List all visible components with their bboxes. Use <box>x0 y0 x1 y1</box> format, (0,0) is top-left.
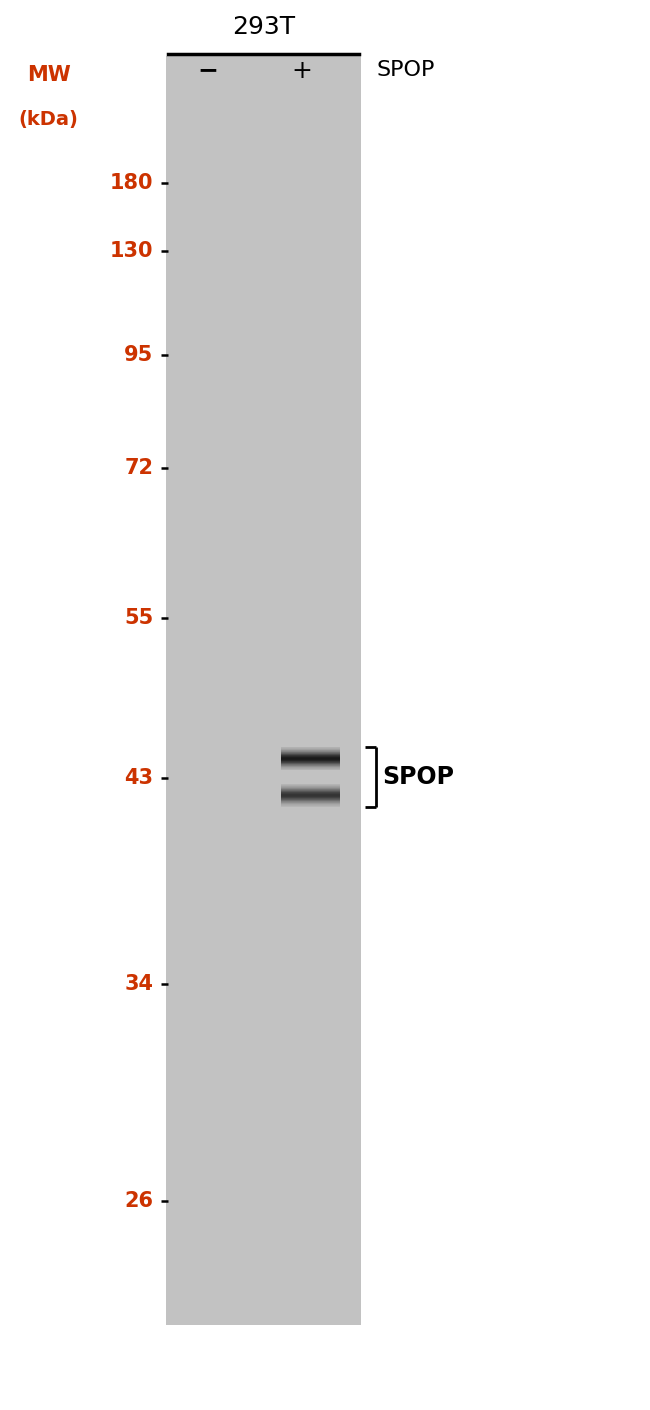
Bar <box>166 56 361 1325</box>
Text: SPOP: SPOP <box>377 61 436 80</box>
Text: 34: 34 <box>124 974 153 994</box>
Text: 26: 26 <box>124 1191 153 1211</box>
Text: 293T: 293T <box>231 16 295 39</box>
Text: +: + <box>292 58 313 83</box>
Text: 95: 95 <box>124 345 153 365</box>
Text: 55: 55 <box>124 608 153 627</box>
Text: 72: 72 <box>124 458 153 478</box>
Text: SPOP: SPOP <box>382 764 454 790</box>
Text: −: − <box>198 58 218 83</box>
Text: 130: 130 <box>110 241 153 261</box>
Text: MW: MW <box>27 65 71 85</box>
Text: 180: 180 <box>110 173 153 193</box>
Text: 43: 43 <box>124 768 153 788</box>
Text: (kDa): (kDa) <box>19 110 79 128</box>
